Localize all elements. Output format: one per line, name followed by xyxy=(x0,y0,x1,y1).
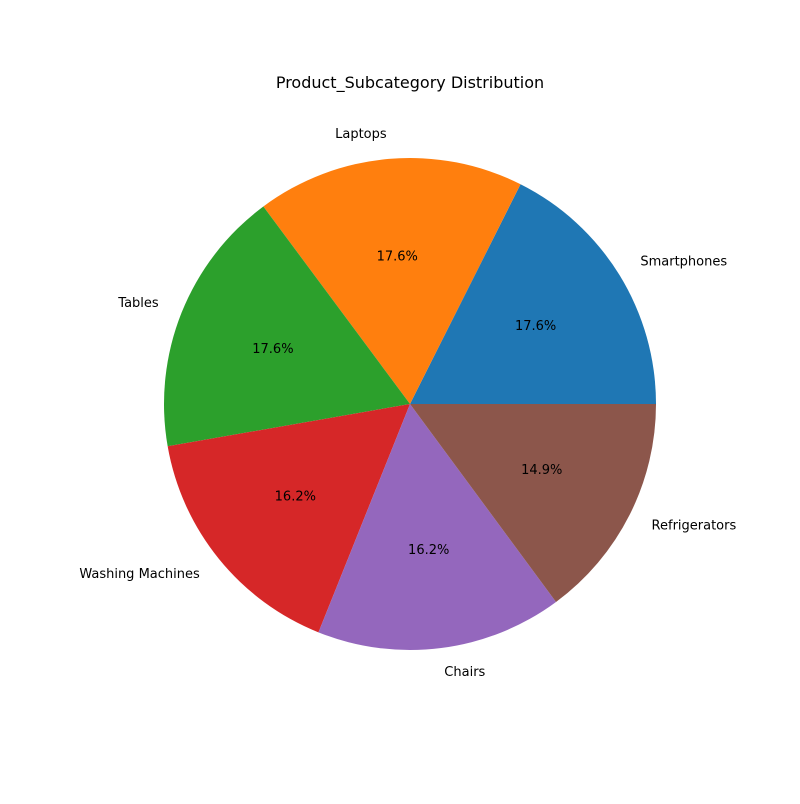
pie-category-label: Laptops xyxy=(335,127,387,142)
pie-category-label: Chairs xyxy=(444,665,485,680)
pie-slice-laptops xyxy=(263,158,521,404)
pie-percent-label: 16.2% xyxy=(408,543,449,558)
pie-percent-label: 17.6% xyxy=(515,319,556,334)
pie-slice-refrigerators xyxy=(410,404,656,602)
pie-category-label: Tables xyxy=(117,296,159,311)
chart-title: Product_Subcategory Distribution xyxy=(276,73,544,93)
pie-category-label: Refrigerators xyxy=(652,518,737,533)
pie-category-label: Washing Machines xyxy=(79,567,200,582)
pie-percent-label: 14.9% xyxy=(521,463,562,478)
pie-labels: 17.6% Smartphones 17.6% Laptops 17.6% Tables 1… xyxy=(79,127,736,680)
pie-percent-label: 17.6% xyxy=(377,249,418,264)
pie-percent-label: 16.2% xyxy=(275,489,316,504)
pie-slice-chairs xyxy=(318,404,557,650)
pie-slice-tables xyxy=(164,206,410,447)
pie-slice-washing-machines xyxy=(167,404,410,633)
pie-percent-label: 17.6% xyxy=(252,342,293,357)
pie-category-label: Smartphones xyxy=(640,255,727,270)
pie-slices xyxy=(164,158,656,650)
pie-slice-smartphones xyxy=(410,184,656,404)
